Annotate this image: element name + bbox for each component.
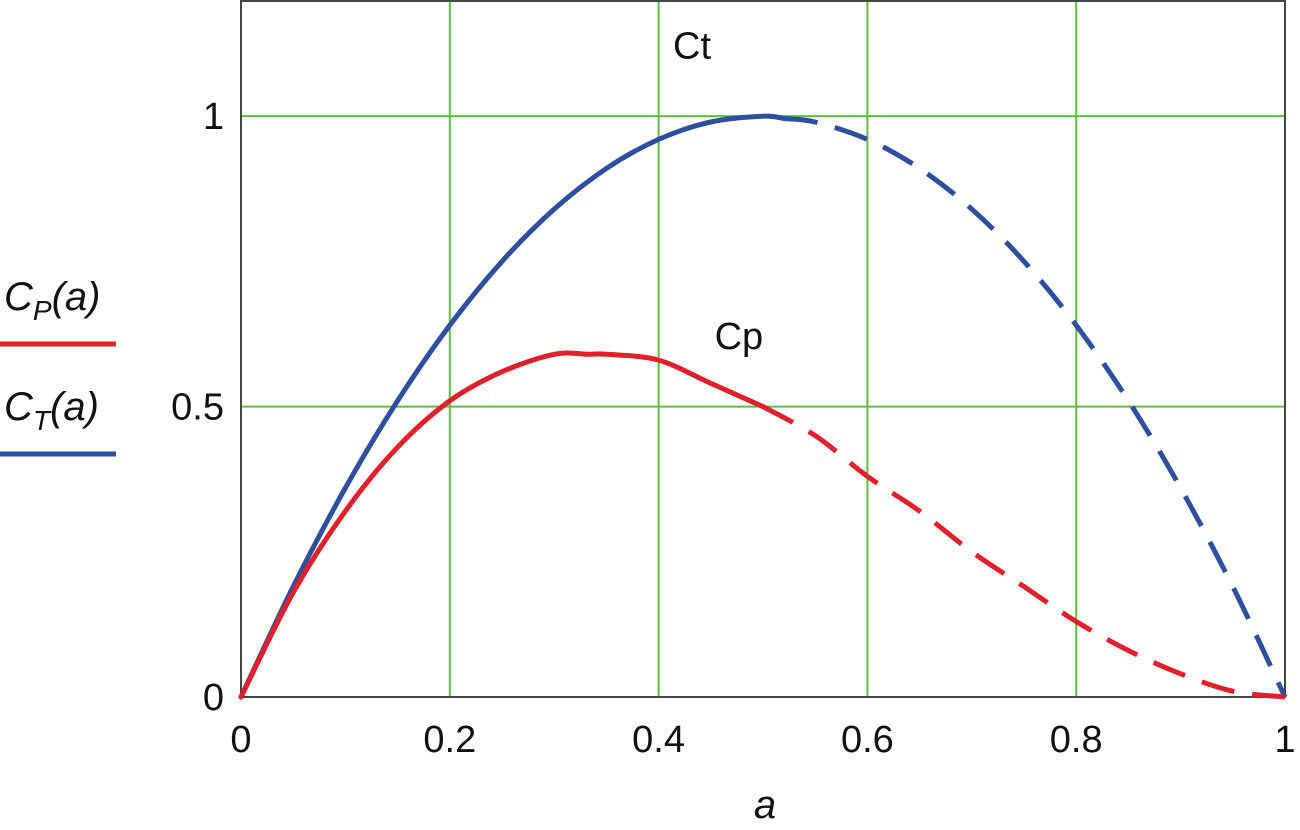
series-0 (238, 113, 1288, 700)
series-0-solid-line (238, 113, 787, 700)
legend-item-0: CP(a) (0, 275, 116, 347)
x-axis-title: a (754, 783, 776, 827)
legend: CP(a) CT(a) (0, 275, 116, 457)
x-tick-label-2: 0.4 (632, 719, 685, 761)
y-tick-label-0: 0 (203, 677, 224, 719)
curve-label-cp: Cp (715, 316, 764, 358)
curve-label-ct: Ct (673, 25, 711, 67)
x-tick-label-1: 0.2 (423, 719, 476, 761)
x-tick-labels: 0 0.2 0.4 0.6 0.8 1 (230, 719, 1295, 761)
series-1 (238, 350, 1286, 700)
series-1-dashed-line (761, 404, 1286, 700)
legend-label-0: CP(a) (4, 275, 100, 326)
series-0-dashed-line (783, 116, 1288, 699)
series-1-solid-line (238, 350, 766, 700)
x-tick-label-0: 0 (230, 719, 251, 761)
x-tick-label-4: 0.8 (1050, 719, 1103, 761)
legend-item-1: CT(a) (0, 385, 116, 457)
x-tick-label-3: 0.6 (841, 719, 894, 761)
series-group (238, 113, 1288, 700)
x-tick-label-5: 1 (1274, 719, 1295, 761)
legend-label-1: CT(a) (4, 385, 99, 436)
curve-annotations: Ct Cp (673, 25, 763, 357)
y-tick-label-2: 1 (203, 96, 224, 138)
plot-frame (240, 0, 1286, 698)
y-tick-labels: 00.51 (171, 96, 224, 719)
y-tick-label-1: 0.5 (171, 387, 224, 429)
